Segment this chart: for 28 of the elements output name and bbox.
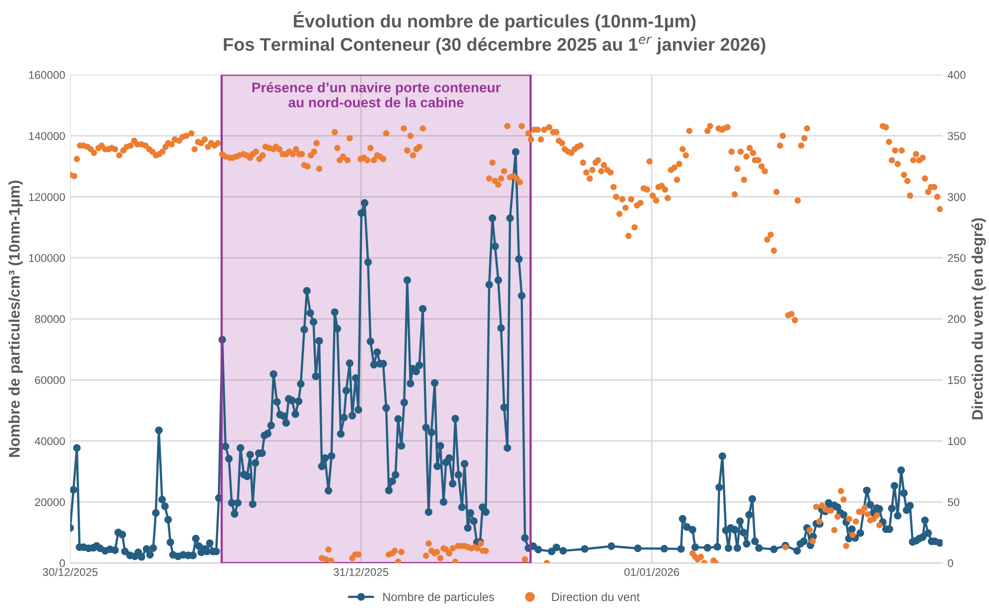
chart-title: Évolution du nombre de particules (10nm-1µm) xyxy=(294,11,696,32)
legend-label: Direction du vent xyxy=(552,592,640,602)
y2-tick-label: 400 xyxy=(948,71,966,79)
y-tick-label: 100000 xyxy=(29,254,65,262)
x-tick-label: 31/12/2025 xyxy=(334,568,388,576)
y2-tick-label: 50 xyxy=(948,498,960,506)
legend-label: Nombre de particules xyxy=(383,592,494,604)
y-tick-label: 60000 xyxy=(35,376,65,384)
chart-subtitle: Fos Terminal Conteneur (30 décembre 2025 au 1$^{er}$ janvier 2026) xyxy=(224,36,766,54)
band-label: Présence d’un navire porte conteneur au nord-ouest de la cabine xyxy=(252,82,501,108)
y2-tick-label: 150 xyxy=(948,376,966,384)
y2-tick-label: 0 xyxy=(948,559,954,568)
y-tick-label: 140000 xyxy=(29,132,65,140)
x-tick-label: 01/01/2026 xyxy=(624,568,680,576)
y-tick-label: 80000 xyxy=(34,315,65,324)
y2-axis-title: Direction du vent (en degré) xyxy=(971,218,986,420)
y-tick-label: 0 xyxy=(60,559,65,568)
y2-tick-label: 100 xyxy=(948,437,966,446)
x-tick-label: 30/12/2025 xyxy=(42,568,98,576)
y2-tick-label: 350 xyxy=(948,132,966,140)
y-tick-label: 120000 xyxy=(29,193,65,201)
y-tick-label: 40000 xyxy=(34,437,65,446)
y2-tick-label: 200 xyxy=(948,315,966,324)
y2-tick-label: 300 xyxy=(948,193,966,201)
y2-tick-label: 250 xyxy=(948,254,966,262)
y-axis-title: Nombre de particules/cm³ (10nm-1µm) xyxy=(8,180,23,457)
y-tick-label: 20000 xyxy=(35,498,65,506)
y-tick-label: 160000 xyxy=(29,71,65,79)
